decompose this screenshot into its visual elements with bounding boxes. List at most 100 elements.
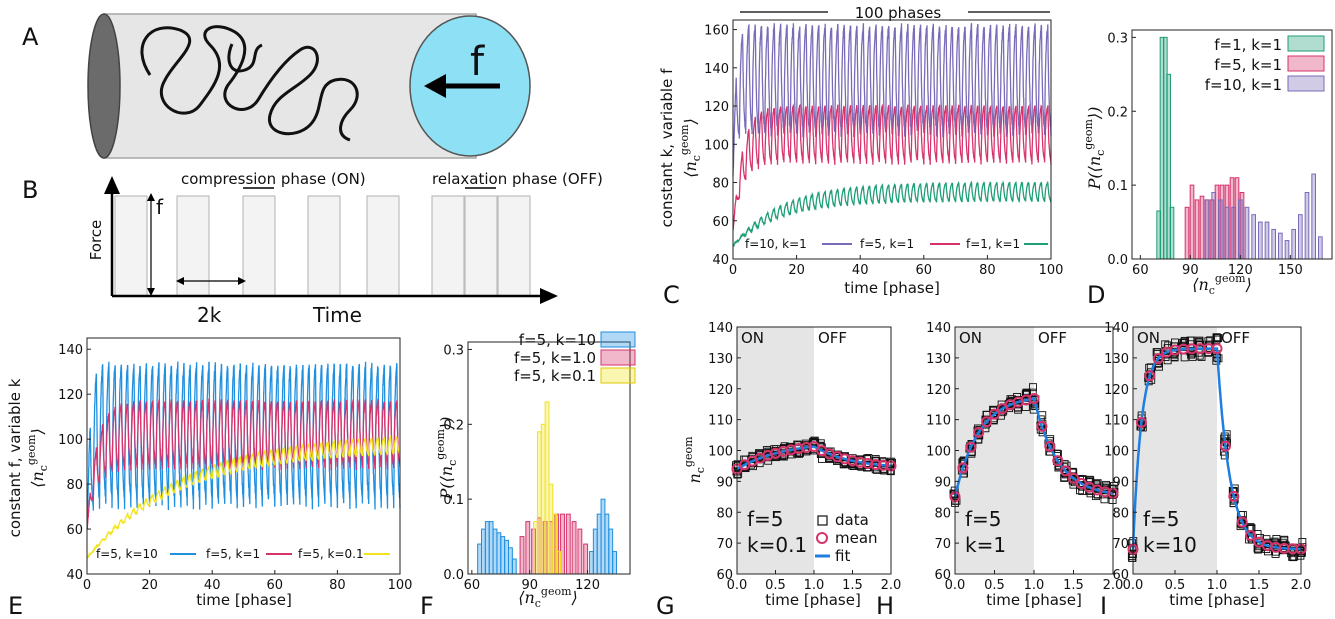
mean-point (862, 457, 874, 469)
histogram-bar (1284, 240, 1290, 260)
height-arrow-top (147, 193, 155, 201)
histogram-bar (1291, 228, 1297, 260)
x-tick-label: 90 (521, 578, 538, 593)
y-tick-label: 130 (708, 352, 733, 367)
y-tick-label: 140 (926, 321, 951, 336)
histogram-bar (583, 543, 589, 575)
legend-swatch (600, 331, 636, 348)
x-tick-label: 80 (329, 578, 346, 593)
x-tick-label: 0.5 (1165, 578, 1186, 593)
histogram-bar (565, 513, 571, 575)
y-tick-label: 140 (58, 343, 83, 358)
x-tick-label: 60 (267, 578, 284, 593)
histogram-bar (536, 431, 542, 575)
x-tick-label: 60 (464, 578, 481, 593)
histogram-bar (496, 532, 502, 575)
panel-b: B Force Time f 2k compression phase (ON)… (22, 170, 603, 327)
y-tick-label: 0.2 (1107, 105, 1128, 120)
x-axis-label: time [phase] (844, 279, 940, 297)
x-tick-label: 60 (916, 263, 933, 278)
histogram-bar (589, 551, 594, 575)
force-label-f: f (470, 39, 485, 85)
axes: 60 90 120 0.0 0.1 0.2 0.3 (443, 341, 631, 593)
panel-c: C 100 phases 0 20 40 60 80 100 40 60 80 100 120 140… (658, 2, 1063, 309)
mean-point (957, 462, 969, 474)
panel-a: A f (22, 13, 531, 159)
mean-point (1135, 416, 1147, 428)
histogram-bar (1278, 232, 1283, 260)
f-label: f=5 (747, 507, 784, 531)
width-arrow-right (238, 277, 246, 285)
mean-point (785, 444, 797, 456)
histogram-bar (1238, 199, 1243, 260)
mean-point (1052, 455, 1064, 467)
x-tick-label: 80 (979, 263, 996, 278)
data-point (1028, 388, 1037, 397)
x-tick-label: 1.5 (842, 578, 863, 593)
y-tick-label: 100 (708, 445, 733, 460)
x-tick-label: 0 (83, 578, 91, 593)
legend-label: data (835, 511, 869, 529)
mean-point (1044, 440, 1056, 452)
mean-point (877, 459, 889, 471)
histogram-bar (608, 528, 614, 575)
x-tick-label: 0.5 (984, 578, 1005, 593)
on-label: ON (959, 329, 982, 347)
series-lines (86, 361, 401, 559)
histogram-bar (481, 528, 486, 575)
y-tick-label: 110 (1104, 414, 1129, 429)
histogram-bar (1271, 228, 1277, 260)
off-label: OFF (1038, 329, 1067, 347)
data-point (968, 440, 977, 449)
y-tick-label: 0.1 (1107, 179, 1128, 194)
mean-point (989, 408, 1000, 420)
mean-point (965, 441, 977, 453)
y-tick-label: 100 (58, 433, 83, 448)
plot-frame (732, 19, 1052, 260)
legend-label: f=5, k=1.0 (514, 349, 596, 367)
time-axis-arrow (540, 288, 558, 304)
histogram-bar (571, 521, 577, 575)
histogram-bar (508, 547, 513, 575)
y-tick-label: 0.1 (443, 493, 464, 508)
mean-point (870, 458, 882, 470)
data-point (871, 465, 880, 474)
y-tick-label: 80 (1112, 506, 1129, 521)
y-tick-label: 70 (934, 537, 951, 552)
data-point (1212, 333, 1221, 342)
legend-label: f=10, k=1 (1205, 76, 1282, 94)
y-axis-label: constant f, variable k (6, 378, 24, 537)
x-tick-label: 0.0 (945, 578, 966, 593)
data-point (1247, 524, 1256, 533)
legend: data mean fit (815, 511, 878, 565)
histogram-bar (1194, 199, 1200, 260)
x-axis-label: time [phase] (986, 591, 1082, 609)
histogram-bar (544, 401, 550, 575)
y-tick-label: 60 (716, 568, 733, 583)
axes: 60 90 120 150 0.0 0.1 0.2 0.3 (1107, 29, 1333, 278)
y-tick-label: 140 (1104, 321, 1129, 336)
force-pulse (307, 195, 341, 297)
legend-label: f=5, k=0.1 (298, 547, 364, 561)
panel-letter-d: D (1087, 281, 1105, 309)
y-tick-label: 100 (926, 445, 951, 460)
y-tick-label: 0.3 (1107, 31, 1128, 46)
mean-point (854, 456, 866, 468)
legend-label: f=10, k=1 (745, 237, 807, 251)
axes: 0 20 40 60 80 100 40 60 80 100 120 140 160 (704, 19, 1063, 278)
histogram-bar (1304, 192, 1310, 260)
x-tick-label: 2.0 (1291, 578, 1312, 593)
k-label: k=1 (965, 533, 1006, 557)
histogram-bar (488, 521, 494, 575)
relaxation-plot: 0.0 0.5 1.0 1.5 2.0 60 70 80 90 100 110 120 130 140 ON… (708, 321, 901, 593)
legend-swatch (600, 349, 636, 366)
x-tick-label: 1.5 (1063, 578, 1084, 593)
y-tick-label: 120 (926, 383, 951, 398)
histogram-bar (612, 551, 618, 575)
histogram-bar (604, 513, 610, 575)
chart-title: 100 phases (855, 4, 942, 22)
y-tick-label: 90 (716, 475, 733, 490)
compression-label: compression phase (ON) (181, 170, 366, 188)
y-axis-math: ncgeom (682, 436, 707, 484)
histogram-bar (1184, 206, 1190, 260)
